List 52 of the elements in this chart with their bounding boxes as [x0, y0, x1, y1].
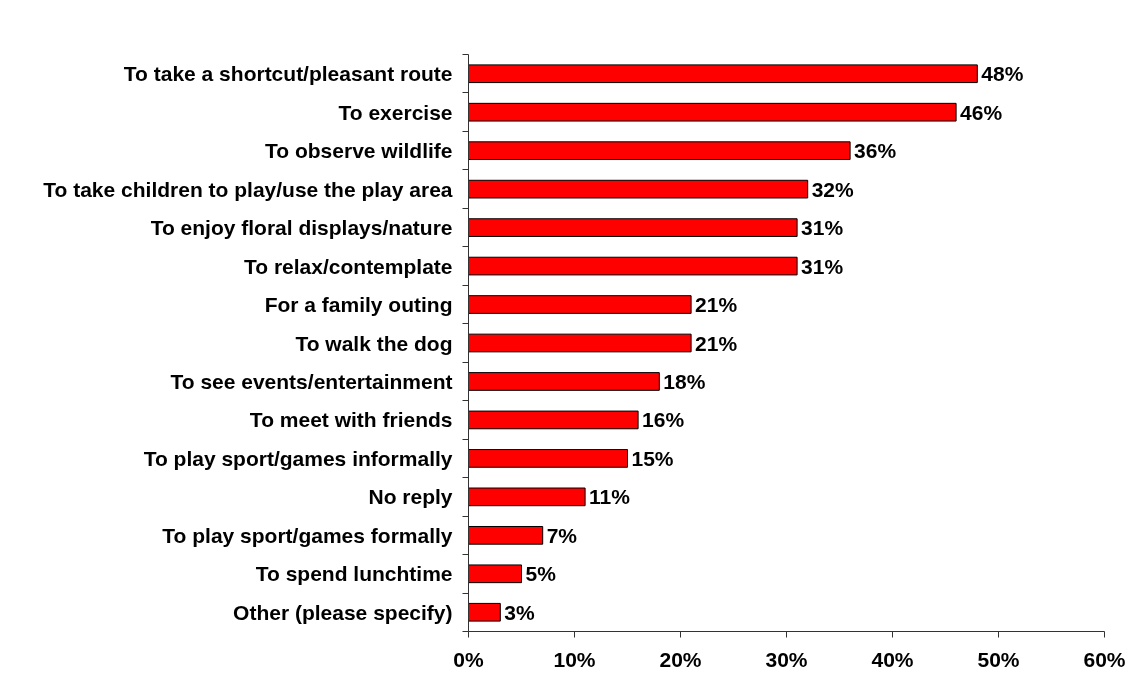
bar	[468, 564, 522, 584]
x-tick-label: 40%	[871, 647, 914, 671]
x-tick-label: 10%	[553, 647, 596, 671]
bar	[468, 64, 978, 84]
x-tick-label: 0%	[453, 647, 484, 671]
data-label: 21%	[695, 331, 738, 355]
y-tick-label: To take a shortcut/pleasant route	[123, 62, 453, 86]
data-label: 46%	[960, 100, 1003, 124]
data-label: 31%	[801, 216, 844, 240]
bar	[468, 372, 660, 391]
y-tick-label: To enjoy floral displays/nature	[150, 216, 453, 240]
bar	[468, 333, 692, 353]
bar	[468, 449, 628, 468]
data-label: 5%	[525, 562, 557, 586]
bar	[468, 410, 639, 430]
x-tick-label: 20%	[659, 647, 702, 671]
y-tick-label: To play sport/games formally	[162, 523, 453, 547]
bar	[468, 179, 809, 199]
data-label: 36%	[854, 139, 897, 163]
data-label: 18%	[663, 369, 706, 393]
bar	[468, 102, 957, 122]
y-tick-label: To observe wildlife	[265, 139, 453, 163]
y-tick-label: To walk the dog	[295, 331, 453, 355]
data-label: 32%	[811, 177, 855, 201]
data-label: 16%	[642, 408, 685, 432]
data-label: 48%	[981, 62, 1024, 86]
y-tick-label: No reply	[368, 485, 453, 509]
y-tick-label: For a family outing	[264, 293, 453, 317]
data-label: 31%	[801, 254, 844, 278]
bar	[468, 525, 544, 545]
bar	[468, 602, 501, 622]
bar	[468, 141, 851, 161]
y-tick-label: Other (please specify)	[233, 600, 453, 624]
y-tick-label: To spend lunchtime	[255, 562, 453, 586]
y-tick-label: To meet with friends	[249, 408, 453, 432]
bar	[468, 295, 692, 314]
x-tick-label: 30%	[765, 647, 808, 671]
x-tick-label: 60%	[1083, 647, 1126, 671]
y-tick-label: To relax/contemplate	[244, 254, 453, 278]
data-label: 21%	[695, 293, 738, 317]
data-label: 7%	[546, 523, 578, 547]
y-tick-label: To take children to play/use the play area	[43, 177, 453, 201]
bar	[468, 256, 798, 276]
data-label: 15%	[631, 446, 674, 470]
x-tick-label: 50%	[977, 647, 1020, 671]
data-label: 3%	[504, 600, 535, 624]
data-label: 11%	[589, 485, 631, 509]
y-tick-label: To see events/entertainment	[170, 369, 453, 393]
bar	[468, 218, 798, 237]
y-tick-label: To exercise	[338, 100, 453, 124]
bar	[468, 487, 586, 507]
y-tick-label: To play sport/games informally	[143, 446, 453, 470]
